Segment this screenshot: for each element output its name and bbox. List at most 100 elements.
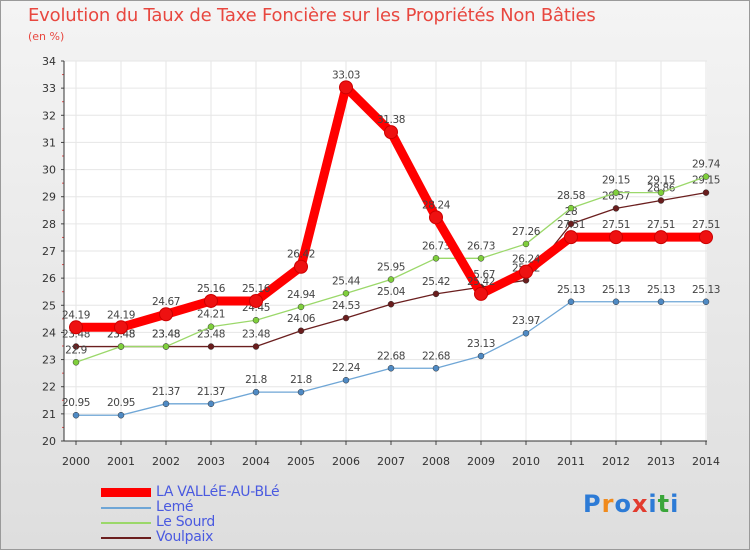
y-tick-label: 26	[42, 272, 56, 285]
data-label: 25.13	[692, 284, 720, 296]
data-point	[519, 264, 533, 279]
data-label: 25.16	[197, 283, 226, 295]
legend-swatch	[101, 507, 151, 509]
y-tick-label: 34	[42, 55, 56, 68]
y-tick-label: 33	[42, 82, 56, 95]
data-label: 22.9	[65, 344, 87, 356]
data-point	[72, 343, 80, 350]
data-label: 22.68	[422, 350, 450, 362]
y-tick-label: 21	[42, 408, 56, 421]
y-tick-label: 29	[42, 191, 56, 204]
data-point	[207, 323, 215, 330]
data-point	[657, 298, 665, 306]
data-point	[477, 255, 485, 262]
data-point	[429, 210, 443, 225]
data-label: 33.03	[332, 69, 360, 81]
data-point	[297, 303, 305, 311]
x-tick-label: 2003	[197, 455, 225, 468]
data-label: 24.94	[287, 289, 316, 301]
legend-item-la-vallee-au-ble: LA VALLéE-AU-BLé	[101, 484, 321, 500]
data-point	[117, 343, 125, 350]
data-label: 27.51	[692, 219, 720, 231]
data-point	[297, 388, 305, 396]
data-label: 25.13	[557, 284, 585, 296]
data-point	[702, 189, 710, 196]
data-point	[612, 298, 620, 306]
data-label: 27.51	[647, 219, 675, 231]
data-point	[522, 240, 530, 248]
data-label: 24.21	[197, 309, 225, 321]
x-tick-label: 2010	[512, 455, 540, 468]
data-label: 23.48	[242, 329, 270, 341]
data-label: 26.24	[512, 254, 541, 266]
data-point	[387, 276, 395, 283]
data-label: 26.73	[422, 240, 450, 252]
data-label: 29.74	[692, 159, 721, 171]
data-point	[72, 411, 80, 419]
data-label: 21.8	[245, 374, 267, 386]
data-point	[342, 290, 350, 297]
data-point	[162, 400, 170, 408]
data-label: 24.06	[287, 313, 316, 325]
x-tick-label: 2007	[377, 455, 405, 468]
data-point	[432, 290, 440, 298]
data-label: 23.48	[152, 329, 180, 341]
data-point	[162, 343, 170, 350]
data-point	[117, 411, 125, 419]
x-tick-label: 2002	[152, 455, 180, 468]
legend-item-leme: Lemé	[101, 499, 321, 515]
data-point	[342, 376, 350, 384]
y-tick-label: 31	[42, 136, 56, 149]
data-label: 31.38	[377, 114, 405, 126]
data-point	[294, 259, 308, 274]
legend-label: Lemé	[156, 499, 194, 515]
legend-swatch	[101, 522, 151, 524]
logo-letter: o	[614, 490, 632, 518]
data-label: 23.13	[467, 338, 495, 350]
data-point	[564, 230, 578, 245]
logo-letter: r	[601, 490, 615, 518]
data-label: 25.13	[602, 284, 630, 296]
logo-letter: x	[631, 490, 649, 518]
data-label: 20.95	[107, 397, 135, 409]
y-tick-label: 27	[42, 245, 56, 258]
data-label: 25.42	[467, 276, 495, 288]
legend-item-voulpaix: Voulpaix	[101, 529, 321, 545]
data-label: 24.19	[62, 309, 90, 321]
data-point	[702, 173, 710, 180]
data-point	[654, 230, 668, 245]
data-point	[702, 298, 710, 306]
data-label: 22.68	[377, 350, 405, 362]
data-label: 24.19	[107, 309, 135, 321]
y-tick-label: 23	[42, 354, 56, 367]
data-label: 29.15	[647, 175, 675, 187]
proxiti-logo: Proxiti	[583, 490, 679, 518]
data-label: 24.67	[152, 296, 180, 308]
x-tick-label: 2009	[467, 455, 495, 468]
data-label: 25.44	[332, 275, 361, 287]
data-label: 28.24	[422, 199, 451, 211]
data-point	[207, 343, 215, 350]
logo-letter: i	[648, 490, 658, 518]
x-tick-label: 2005	[287, 455, 315, 468]
data-point	[612, 205, 620, 212]
data-point	[249, 293, 263, 308]
data-point	[387, 300, 395, 308]
data-point	[204, 293, 218, 308]
data-point	[252, 388, 260, 396]
x-tick-label: 2006	[332, 455, 360, 468]
legend-item-le-sourd: Le Sourd	[101, 514, 321, 530]
data-point	[297, 327, 305, 335]
data-label: 21.37	[197, 386, 225, 398]
y-tick-label: 24	[42, 326, 56, 339]
data-point	[339, 80, 353, 95]
data-label: 27.26	[512, 226, 541, 238]
x-tick-label: 2013	[647, 455, 675, 468]
legend-label: Le Sourd	[156, 514, 215, 530]
x-tick-label: 2014	[692, 455, 720, 468]
data-point	[699, 230, 713, 245]
data-point	[432, 365, 440, 372]
data-label: 23.48	[152, 329, 180, 341]
